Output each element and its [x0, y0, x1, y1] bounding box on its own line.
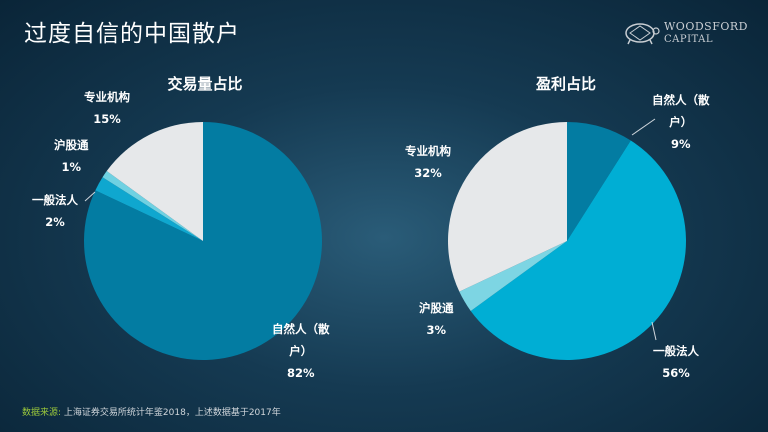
chart2-label-institution: 专业机构 32%: [405, 140, 451, 184]
label-text: 一般法人: [32, 193, 78, 207]
label-text: 一般法人: [653, 344, 699, 358]
chart1-label-retail: 自然人（散 户） 82%: [272, 318, 330, 384]
chart2-title: 盈利占比: [535, 75, 597, 93]
pie-slice-institution: [106, 122, 203, 241]
leader-line-corp-chart2: [651, 321, 657, 341]
pie-slice-institution: [448, 122, 567, 292]
chart2-label-hk-connect: 沪股通 3%: [419, 297, 454, 341]
label-value: 15%: [93, 112, 121, 126]
label-value: 56%: [662, 366, 690, 380]
label-value: 82%: [286, 366, 315, 380]
data-source-footer: 数据来源: 上海证券交易所统计年鉴2018，上述数据基于2017年: [22, 405, 281, 418]
label-text: 自然人（散: [652, 93, 710, 107]
label-text: 户）: [289, 344, 313, 358]
logo-line2: CAPITAL: [664, 34, 714, 45]
slide-title: 过度自信的中国散户: [24, 21, 240, 47]
tortoise-icon: [625, 23, 660, 45]
label-value: 1%: [61, 160, 82, 174]
leader-line-retail-chart2: [631, 118, 656, 136]
woodsford-logo: WOODSFORD CAPITAL: [620, 18, 752, 48]
label-value: 2%: [45, 215, 65, 229]
pie-slice-retail: [84, 122, 323, 360]
label-text: 专业机构: [84, 90, 130, 104]
label-value: 9%: [670, 137, 691, 151]
source-text: 上海证券交易所统计年鉴2018，上述数据基于2017年: [63, 408, 281, 418]
label-text: 自然人（散: [272, 322, 330, 336]
chart1-label-corporate: 一般法人 2%: [32, 189, 78, 233]
pie-slice-retail: [567, 122, 631, 241]
pie-slice-corporate: [470, 140, 686, 360]
pie-slice-corporate: [95, 177, 203, 241]
label-text: 户）: [669, 115, 693, 129]
chart2-label-corporate: 一般法人 56%: [653, 340, 699, 384]
label-text: 专业机构: [405, 144, 451, 158]
chart1-title: 交易量占比: [167, 75, 243, 93]
pie-slice-hk-connect: [102, 171, 203, 241]
label-value: 3%: [426, 323, 447, 337]
label-text: 沪股通: [54, 138, 89, 152]
pie-chart-profit: [448, 122, 686, 360]
source-label: 数据来源:: [22, 408, 62, 418]
leader-lines: [84, 118, 657, 341]
pie-slice-hk-connect: [459, 241, 567, 311]
leader-line-corp-chart1: [84, 191, 96, 202]
chart1-label-hk-connect: 沪股通 1%: [54, 134, 89, 178]
pie-chart-volume: [84, 122, 323, 360]
label-value: 32%: [414, 166, 442, 180]
logo-line1: WOODSFORD: [664, 20, 748, 33]
chart1-label-institution: 专业机构 15%: [84, 86, 130, 130]
chart2-label-retail: 自然人（散 户） 9%: [652, 89, 710, 155]
label-text: 沪股通: [419, 301, 454, 315]
